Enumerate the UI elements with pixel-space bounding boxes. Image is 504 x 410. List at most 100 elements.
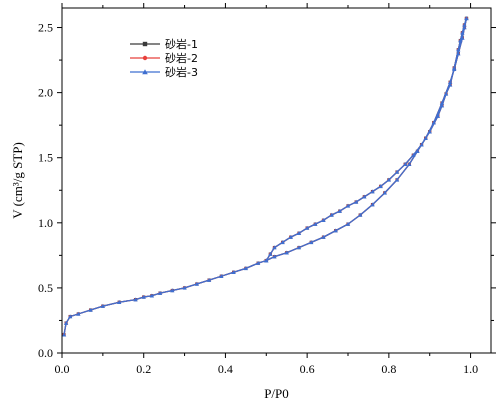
legend-item: 砂岩-2 (130, 51, 198, 65)
y-tick-label: 0.5 (38, 281, 53, 295)
data-point (337, 208, 343, 213)
legend-item: 砂岩-3 (130, 65, 198, 79)
data-point (268, 251, 273, 256)
legend-item: 砂岩-1 (130, 37, 198, 51)
data-point (288, 234, 293, 239)
x-tick-label: 1.0 (463, 362, 478, 376)
data-point (370, 202, 375, 207)
data-point (456, 47, 461, 52)
data-point (182, 285, 187, 290)
data-point (439, 103, 445, 108)
legend-label: 砂岩-1 (165, 37, 198, 51)
data-point (333, 228, 338, 233)
series-line-desorption (265, 18, 468, 261)
series-1 (62, 16, 469, 337)
marks-layer (61, 16, 469, 337)
data-point (272, 245, 277, 250)
x-tick-label: 0.0 (55, 362, 70, 376)
series-line-adsorption (63, 18, 468, 335)
series-line-desorption (265, 18, 468, 261)
data-point (386, 177, 392, 182)
x-tick-label: 0.6 (300, 362, 315, 376)
x-tick-label: 0.8 (381, 362, 396, 376)
data-point (231, 270, 236, 275)
y-tick-label: 0.0 (38, 346, 53, 360)
data-point (378, 184, 383, 189)
series-line-adsorption (63, 18, 468, 335)
data-point (403, 162, 408, 166)
data-point (370, 189, 375, 194)
data-point (358, 212, 363, 217)
data-point (452, 65, 457, 70)
data-point (321, 234, 326, 239)
y-axis-title: V (cm³/g STP) (10, 142, 25, 219)
data-point (427, 129, 432, 134)
data-point (280, 240, 285, 245)
data-point (194, 281, 200, 286)
data-point (63, 320, 69, 325)
data-point (264, 258, 269, 263)
data-point (255, 260, 261, 265)
legend-swatch-marker (142, 69, 148, 75)
y-tick-label: 2.5 (38, 21, 53, 35)
data-point (447, 82, 453, 87)
data-point (100, 303, 106, 308)
ticks-layer: 0.0 0.2 0.4 0.6 0.8 1.0 0.0 0.5 1.0 1.5 2.0 2.5 (38, 3, 496, 376)
y-tick-label: 2.0 (38, 86, 53, 100)
x-tick-label: 0.4 (218, 362, 233, 376)
data-point (296, 231, 302, 235)
data-point (394, 177, 400, 182)
legend-swatch-marker (142, 41, 148, 47)
legend: 砂岩-1砂岩-2砂岩-3 (130, 37, 198, 79)
data-point (157, 290, 163, 295)
data-point (345, 221, 351, 226)
data-point (67, 314, 73, 319)
data-point (329, 212, 334, 217)
series-line-adsorption (63, 18, 468, 335)
data-point (296, 245, 302, 250)
data-point (76, 311, 81, 316)
data-point (149, 293, 155, 298)
data-point (419, 142, 424, 147)
data-point (411, 152, 416, 157)
data-point (435, 113, 441, 118)
data-point (394, 169, 400, 174)
data-point (272, 254, 277, 259)
data-point (431, 120, 436, 125)
plot-frame (61, 7, 492, 354)
data-point (304, 225, 310, 230)
data-point (443, 91, 449, 96)
data-point (362, 194, 367, 199)
data-point (407, 162, 412, 166)
data-point (133, 297, 138, 302)
x-axis-title: P/P0 (264, 386, 289, 401)
series-line-desorption (265, 18, 468, 261)
data-point (462, 22, 467, 27)
data-point (321, 218, 326, 222)
legend-label: 砂岩-3 (165, 65, 198, 79)
y-tick-label: 1.5 (38, 151, 53, 165)
data-point (284, 250, 289, 255)
legend-swatch-marker (142, 55, 148, 61)
data-point (464, 16, 469, 21)
series-2 (62, 16, 469, 337)
legend-label: 砂岩-2 (165, 51, 198, 65)
data-point (243, 266, 249, 271)
data-point (460, 30, 465, 35)
data-point (61, 332, 67, 337)
data-point (88, 307, 93, 312)
data-point (117, 300, 122, 304)
y-tick-label: 1.0 (38, 216, 53, 230)
data-point (141, 294, 146, 299)
data-point (353, 199, 359, 204)
data-point (382, 190, 387, 195)
data-point (313, 221, 318, 226)
data-point (309, 240, 314, 245)
data-point (345, 203, 351, 208)
data-point (219, 273, 224, 278)
data-point (170, 288, 175, 293)
series-3 (61, 16, 469, 337)
data-point (206, 277, 212, 282)
